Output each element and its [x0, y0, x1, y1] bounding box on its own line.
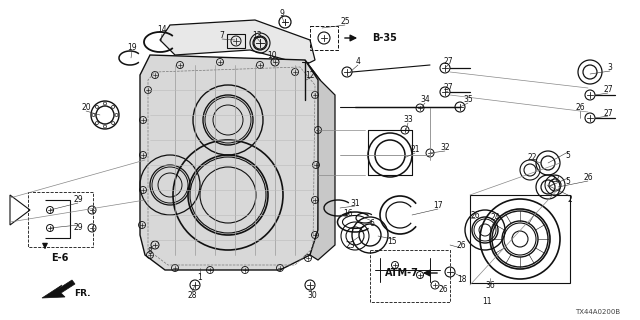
Text: 12: 12 [305, 70, 315, 79]
Text: 2: 2 [568, 196, 572, 204]
Text: TX44A0200B: TX44A0200B [575, 309, 621, 315]
Text: 15: 15 [387, 237, 397, 246]
Text: 26: 26 [438, 285, 448, 294]
Polygon shape [42, 280, 75, 298]
Text: ATM-7: ATM-7 [385, 268, 419, 278]
Text: 26: 26 [583, 173, 593, 182]
Text: 26: 26 [470, 211, 480, 220]
Text: 29: 29 [73, 196, 83, 204]
Bar [28, 192, 93, 247]
Text: 19: 19 [127, 44, 137, 52]
Text: 32: 32 [440, 143, 450, 153]
Text: 4: 4 [356, 58, 360, 67]
Text: 36: 36 [485, 281, 495, 290]
Text: FR.: FR. [74, 289, 90, 298]
Text: 5: 5 [566, 177, 570, 186]
Polygon shape [305, 60, 335, 260]
Text: 6: 6 [369, 220, 374, 228]
Text: 5: 5 [566, 150, 570, 159]
Text: 10: 10 [267, 51, 277, 60]
Text: 9: 9 [280, 10, 284, 19]
Text: E-6: E-6 [51, 253, 68, 263]
Text: 31: 31 [350, 198, 360, 207]
Text: 11: 11 [483, 298, 492, 307]
Bar [370, 250, 450, 302]
Text: 29: 29 [73, 223, 83, 233]
Text: 35: 35 [463, 95, 473, 105]
Text: 30: 30 [307, 291, 317, 300]
Text: 3: 3 [607, 63, 612, 73]
Text: 21: 21 [410, 146, 420, 155]
Text: 18: 18 [457, 276, 467, 284]
Text: 25: 25 [340, 18, 350, 27]
Text: 16: 16 [343, 210, 353, 219]
Text: 28: 28 [188, 291, 196, 300]
Bar [470, 195, 570, 283]
Text: 27: 27 [443, 84, 453, 92]
Text: 27: 27 [603, 85, 613, 94]
Text: 8: 8 [148, 247, 152, 257]
Bar [227, 34, 245, 48]
Text: 17: 17 [433, 202, 443, 211]
Text: 27: 27 [603, 108, 613, 117]
Text: 1: 1 [198, 274, 202, 283]
Text: 22: 22 [527, 153, 537, 162]
Text: 33: 33 [403, 116, 413, 124]
Text: 14: 14 [157, 26, 167, 35]
Text: 27: 27 [443, 58, 453, 67]
Text: 26: 26 [456, 241, 466, 250]
Text: 23: 23 [345, 242, 355, 251]
Text: 26: 26 [575, 103, 585, 113]
Text: B-35: B-35 [372, 33, 397, 43]
Bar [310, 26, 338, 50]
Text: 24: 24 [490, 212, 500, 221]
Text: 7: 7 [220, 31, 225, 41]
Text: 13: 13 [252, 30, 262, 39]
Polygon shape [140, 55, 320, 270]
Text: 20: 20 [81, 103, 91, 113]
Text: 34: 34 [420, 95, 430, 105]
Polygon shape [160, 20, 315, 65]
Text: 22: 22 [550, 175, 560, 185]
